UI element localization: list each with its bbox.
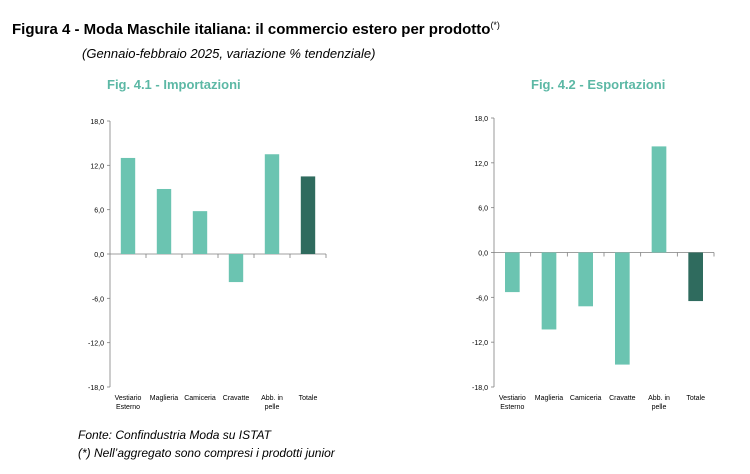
figure-title: Figura 4 - Moda Maschile italiana: il co… [12,20,500,38]
exports-y-tick-label: 6,0 [478,206,488,213]
exports-y-tick-label: -12,0 [472,340,488,347]
exports-y-tick-label: -18,0 [472,385,488,392]
exports-y-tick-label: 12,0 [474,161,488,168]
exports-category-label: Camiceria [570,395,602,402]
imports-category-label: Cravatte [223,395,250,402]
imports-category-label: Esterno [116,404,140,411]
imports-y-tick-label: 18,0 [90,119,104,126]
imports-category-label: pelle [265,404,280,411]
exports-bar [578,252,593,307]
junior-note: (*) Nell’aggregato sono compresi i prodo… [78,446,335,460]
exports-bar [688,252,703,302]
exports-category-label: Totale [686,395,705,402]
chart-title-imports: Fig. 4.1 - Importazioni [107,77,241,92]
imports-category-label: Maglieria [150,395,179,402]
imports-category-label: Vestiario [115,395,142,402]
figure-title-note: (*) [490,20,500,30]
imports-category-label: Abb. in [261,395,283,402]
imports-bar [264,154,280,254]
exports-category-label: Maglieria [535,395,564,402]
chart-title-exports: Fig. 4.2 - Esportazioni [531,77,666,92]
imports-category-label: Camiceria [184,395,216,402]
figure-subtitle: (Gennaio-febbraio 2025, variazione % ten… [82,46,376,61]
exports-bar [651,146,667,253]
imports-y-tick-label: -12,0 [88,341,104,348]
exports-y-tick-label: -6,0 [476,295,488,302]
imports-y-tick-label: -6,0 [92,296,104,303]
figure-title-text: Figura 4 - Moda Maschile italiana: il co… [12,21,491,38]
exports-category-label: Abb. in [648,395,670,402]
imports-y-tick-label: 0,0 [94,252,104,259]
imports-y-tick-label: 12,0 [90,163,104,170]
imports-bar [192,211,208,254]
imports-bar [228,254,244,283]
imports-bar [300,176,316,254]
imports-bar [120,157,136,254]
exports-y-tick-label: 18,0 [474,116,488,123]
imports-y-tick-label: -18,0 [88,385,104,392]
exports-bar [615,252,630,365]
exports-category-label: Vestiario [499,395,526,402]
exports-category-label: pelle [652,404,667,411]
exports-category-label: Esterno [500,404,524,411]
source-note: Fonte: Confindustria Moda su ISTAT [78,428,271,442]
imports-category-label: Totale [299,395,318,402]
imports-bar [156,188,172,254]
exports-bar [541,252,557,330]
imports-y-tick-label: 6,0 [94,208,104,215]
exports-bar [505,252,520,293]
exports-y-tick-label: 0,0 [478,251,488,258]
exports-category-label: Cravatte [609,395,636,402]
